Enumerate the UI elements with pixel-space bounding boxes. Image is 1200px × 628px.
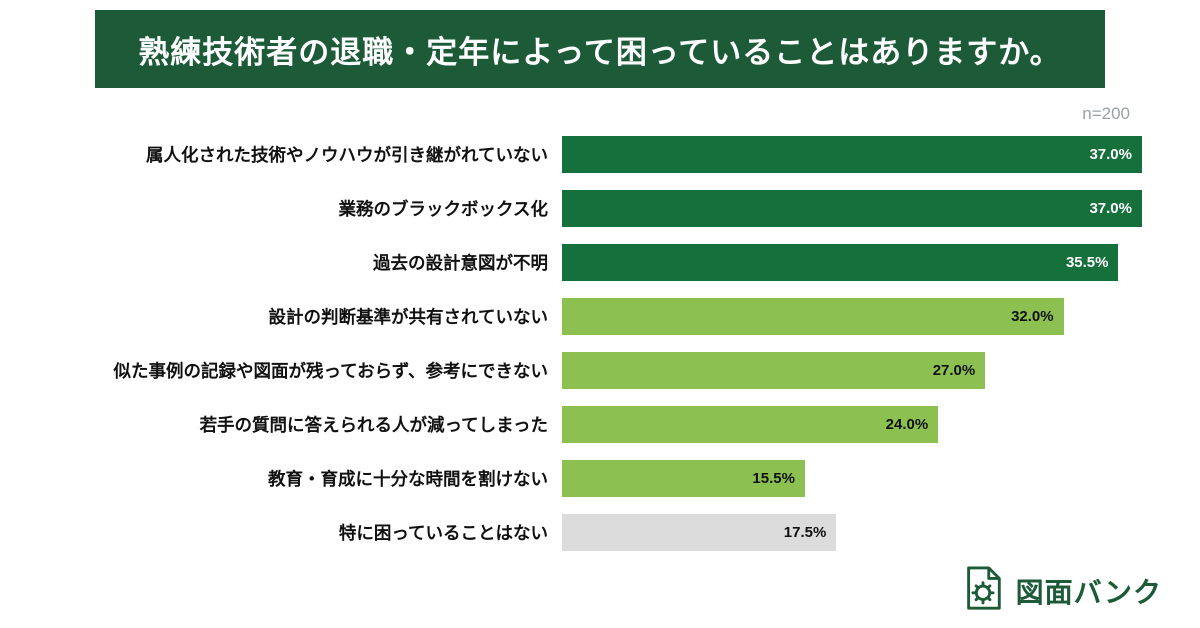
bar-track: 32.0% — [562, 298, 1142, 335]
chart-row: 似た事例の記録や図面が残っておらず、参考にできない 27.0% — [0, 352, 1200, 389]
chart-row: 教育・育成に十分な時間を割けない 15.5% — [0, 460, 1200, 497]
category-label: 特に困っていることはない — [338, 523, 548, 543]
bar-track: 24.0% — [562, 406, 1142, 443]
chart-row: 特に困っていることはない 17.5% — [0, 514, 1200, 551]
bar-value-label: 15.5% — [752, 470, 795, 487]
bar: 35.5% — [562, 244, 1119, 281]
chart-title: 熟練技術者の退職・定年によって困っていることはありますか。 — [138, 34, 1062, 70]
zumen-bank-logo: 図面バンク — [960, 565, 1162, 616]
bar-track: 17.5% — [562, 514, 1142, 551]
chart-row: 過去の設計意図が不明 35.5% — [0, 244, 1200, 281]
bar-chart: 属人化された技術やノウハウが引き継がれていない 37.0% 業務のブラックボック… — [0, 136, 1200, 551]
sample-size-label: n=200 — [1082, 104, 1130, 123]
bar-value-label: 32.0% — [1011, 308, 1054, 325]
bar: 15.5% — [562, 460, 805, 497]
bar-track: 37.0% — [562, 136, 1142, 173]
category-label: 若手の質問に答えられる人が減ってしまった — [199, 415, 548, 435]
chart-row: 若手の質問に答えられる人が減ってしまった 24.0% — [0, 406, 1200, 443]
bar-value-label: 37.0% — [1089, 200, 1132, 217]
category-label: 属人化された技術やノウハウが引き継がれていない — [146, 145, 548, 165]
category-label: 似た事例の記録や図面が残っておらず、参考にできない — [113, 361, 548, 381]
bar-value-label: 37.0% — [1089, 146, 1132, 163]
bar: 32.0% — [562, 298, 1064, 335]
bar-track: 27.0% — [562, 352, 1142, 389]
title-banner: 熟練技術者の退職・定年によって困っていることはありますか。 — [95, 10, 1105, 88]
category-label: 設計の判断基準が共有されていない — [268, 307, 548, 327]
chart-row: 設計の判断基準が共有されていない 32.0% — [0, 298, 1200, 335]
bar: 27.0% — [562, 352, 986, 389]
bar-value-label: 27.0% — [932, 362, 976, 379]
bar-track: 35.5% — [562, 244, 1142, 281]
category-label: 教育・育成に十分な時間を割けない — [268, 469, 548, 489]
category-label: 過去の設計意図が不明 — [373, 253, 548, 273]
bar: 37.0% — [562, 190, 1142, 227]
bar: 24.0% — [562, 406, 939, 443]
logo-text: 図面バンク — [1015, 576, 1162, 608]
chart-row: 業務のブラックボックス化 37.0% — [0, 190, 1200, 227]
chart-rows: 属人化された技術やノウハウが引き継がれていない 37.0% 業務のブラックボック… — [0, 136, 1200, 551]
bar: 17.5% — [562, 514, 837, 551]
bar-value-label: 17.5% — [783, 524, 827, 541]
bar-value-label: 35.5% — [1065, 254, 1109, 271]
document-gear-icon — [960, 565, 1006, 616]
bar-track: 37.0% — [562, 190, 1142, 227]
bar-value-label: 24.0% — [885, 416, 929, 433]
bar-track: 15.5% — [562, 460, 1142, 497]
chart-row: 属人化された技術やノウハウが引き継がれていない 37.0% — [0, 136, 1200, 173]
category-label: 業務のブラックボックス化 — [338, 199, 548, 219]
bar: 37.0% — [562, 136, 1142, 173]
